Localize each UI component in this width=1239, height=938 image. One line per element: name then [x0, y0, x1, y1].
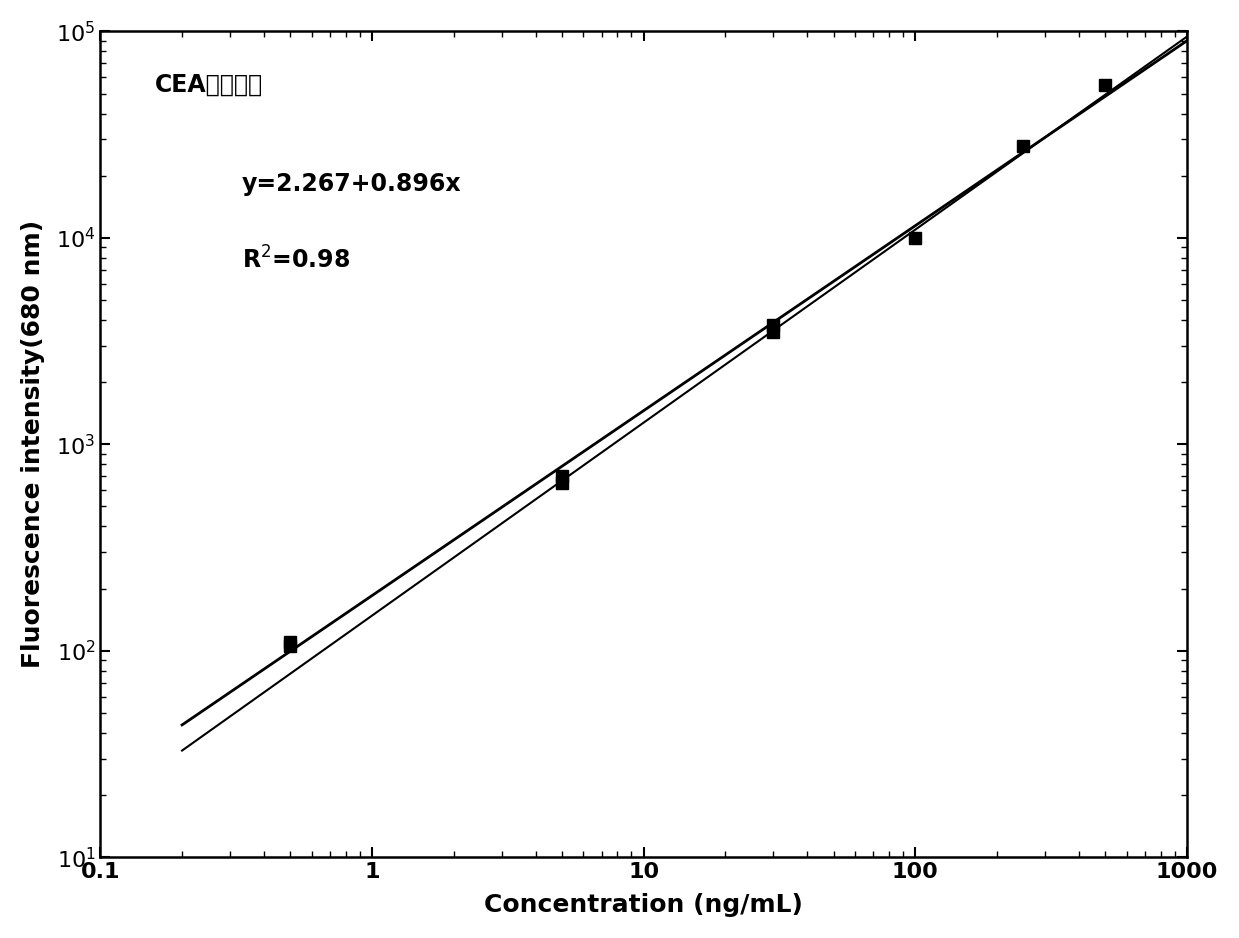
Text: R$^2$=0.98: R$^2$=0.98: [242, 246, 349, 273]
Text: CEA标准曲线: CEA标准曲线: [155, 73, 263, 97]
Text: y=2.267+0.896x: y=2.267+0.896x: [242, 172, 461, 196]
X-axis label: Concentration (ng/mL): Concentration (ng/mL): [484, 893, 803, 917]
Y-axis label: Fluorescence intensity(680 nm): Fluorescence intensity(680 nm): [21, 220, 45, 669]
